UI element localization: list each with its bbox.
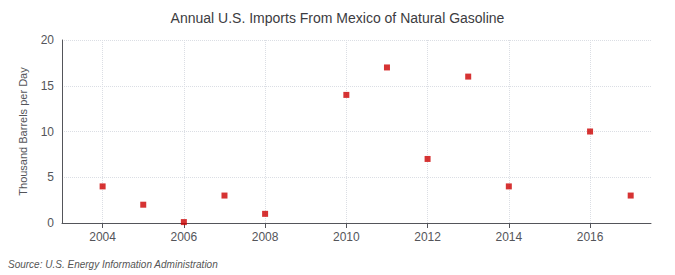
svg-text:2014: 2014 bbox=[495, 230, 522, 244]
svg-text:2004: 2004 bbox=[89, 230, 116, 244]
svg-text:2008: 2008 bbox=[252, 230, 279, 244]
svg-text:2012: 2012 bbox=[414, 230, 441, 244]
svg-text:15: 15 bbox=[41, 79, 55, 93]
svg-text:Annual U.S. Imports From Mexic: Annual U.S. Imports From Mexico of Natur… bbox=[171, 10, 505, 26]
svg-text:2010: 2010 bbox=[333, 230, 360, 244]
svg-text:Source: U.S. Energy Informatio: Source: U.S. Energy Information Administ… bbox=[8, 259, 218, 270]
svg-text:5: 5 bbox=[47, 170, 54, 184]
svg-text:2006: 2006 bbox=[171, 230, 198, 244]
svg-text:0: 0 bbox=[47, 216, 54, 230]
svg-text:10: 10 bbox=[41, 125, 55, 139]
svg-text:20: 20 bbox=[41, 33, 55, 47]
svg-text:2016: 2016 bbox=[577, 230, 604, 244]
svg-text:Thousand Barrels per Day: Thousand Barrels per Day bbox=[17, 67, 29, 196]
